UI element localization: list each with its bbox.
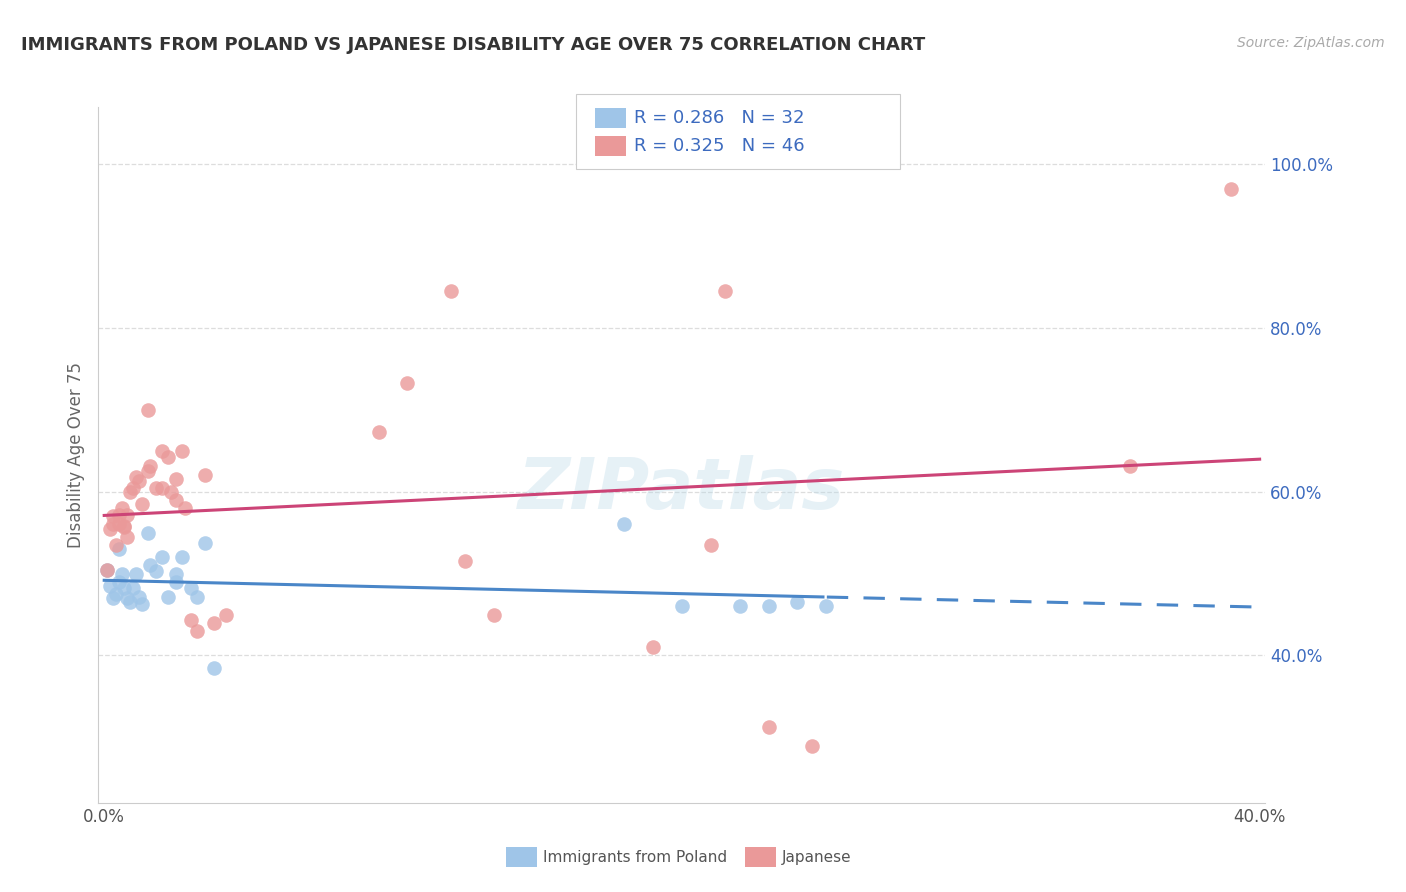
Text: Source: ZipAtlas.com: Source: ZipAtlas.com: [1237, 36, 1385, 50]
Point: [165, 566, 187, 581]
Point: [202, 661, 225, 675]
Point: [180, 613, 202, 627]
Point: [714, 284, 737, 298]
Point: [671, 599, 693, 614]
Point: [139, 558, 162, 573]
Point: [156, 450, 179, 464]
Point: [128, 590, 150, 604]
Point: [1219, 182, 1241, 196]
Point: [117, 591, 139, 606]
Point: [1118, 458, 1140, 473]
Point: [180, 581, 202, 595]
Point: [786, 595, 808, 609]
Point: [482, 607, 505, 622]
Point: [136, 464, 159, 478]
Point: [150, 443, 173, 458]
Point: [172, 550, 194, 565]
Point: [728, 599, 751, 614]
Point: [454, 554, 477, 568]
Point: [758, 721, 780, 735]
Point: [122, 581, 145, 595]
Point: [758, 599, 780, 614]
Point: [150, 550, 173, 565]
Point: [107, 517, 129, 532]
Point: [136, 403, 159, 417]
Text: R = 0.325   N = 46: R = 0.325 N = 46: [634, 137, 804, 155]
Point: [110, 566, 132, 581]
Point: [194, 535, 217, 549]
Point: [107, 574, 129, 589]
Text: IMMIGRANTS FROM POLAND VS JAPANESE DISABILITY AGE OVER 75 CORRELATION CHART: IMMIGRANTS FROM POLAND VS JAPANESE DISAB…: [21, 36, 925, 54]
Point: [613, 517, 636, 532]
Point: [174, 501, 197, 516]
Point: [101, 591, 124, 606]
Point: [101, 517, 124, 532]
Point: [122, 481, 145, 495]
Text: R = 0.286   N = 32: R = 0.286 N = 32: [634, 109, 804, 127]
Point: [120, 595, 142, 609]
Point: [815, 599, 838, 614]
Text: Immigrants from Poland: Immigrants from Poland: [543, 850, 727, 864]
Point: [145, 564, 167, 578]
Point: [112, 519, 135, 533]
Text: Japanese: Japanese: [782, 850, 852, 864]
Point: [172, 443, 194, 458]
Point: [165, 574, 187, 589]
Point: [125, 470, 148, 484]
Point: [128, 474, 150, 488]
Point: [214, 607, 236, 622]
Point: [120, 484, 142, 499]
Point: [112, 520, 135, 534]
Point: [156, 590, 179, 604]
Point: [641, 640, 664, 655]
Point: [194, 468, 217, 483]
Point: [165, 473, 187, 487]
Point: [110, 501, 132, 516]
Point: [107, 508, 129, 522]
Point: [112, 581, 135, 595]
Point: [145, 481, 167, 495]
Point: [96, 562, 118, 576]
Point: [117, 530, 139, 544]
Point: [107, 542, 129, 557]
Point: [139, 458, 162, 473]
Point: [396, 376, 419, 390]
Point: [125, 566, 148, 581]
Point: [96, 562, 118, 576]
Point: [800, 739, 823, 753]
Y-axis label: Disability Age Over 75: Disability Age Over 75: [66, 362, 84, 548]
Point: [98, 522, 121, 536]
Point: [150, 481, 173, 495]
Point: [136, 525, 159, 540]
Point: [131, 497, 153, 511]
Point: [440, 284, 463, 298]
Point: [367, 425, 389, 439]
Text: ZIPatlas: ZIPatlas: [519, 455, 845, 524]
Point: [700, 538, 723, 552]
Point: [104, 587, 127, 601]
Point: [186, 591, 208, 605]
Point: [117, 508, 139, 522]
Point: [131, 597, 153, 611]
Point: [202, 615, 225, 630]
Point: [104, 538, 127, 552]
Point: [186, 624, 208, 638]
Point: [98, 579, 121, 593]
Point: [159, 484, 181, 499]
Point: [165, 492, 187, 507]
Point: [101, 509, 124, 524]
